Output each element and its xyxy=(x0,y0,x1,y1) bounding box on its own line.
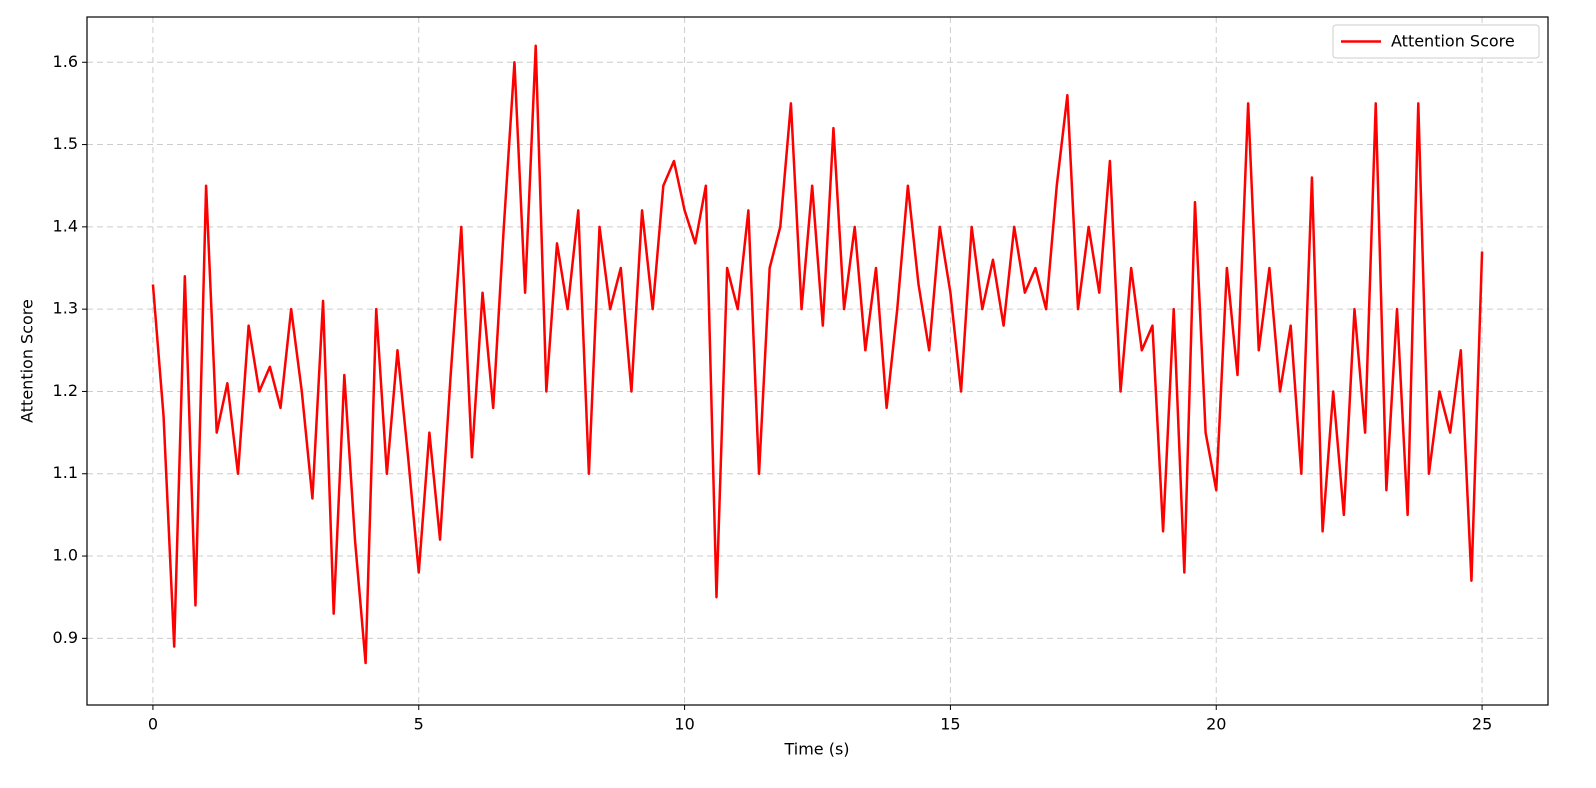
x-axis-label: Time (s) xyxy=(783,740,849,759)
y-tick-label: 1.4 xyxy=(53,216,78,235)
y-tick-label: 0.9 xyxy=(53,628,78,647)
x-tick-label: 25 xyxy=(1472,715,1492,734)
x-tick-label: 10 xyxy=(674,715,694,734)
y-tick-label: 1.1 xyxy=(53,463,78,482)
y-axis-label: Attention Score xyxy=(18,299,37,423)
x-tick-label: 5 xyxy=(414,715,424,734)
plot-frame xyxy=(86,16,1549,706)
x-tick-label: 20 xyxy=(1206,715,1226,734)
data-line xyxy=(151,44,1484,665)
y-tick-label: 1.0 xyxy=(53,546,78,565)
y-tick-label: 1.2 xyxy=(53,381,78,400)
x-tick-label: 15 xyxy=(940,715,960,734)
legend-box xyxy=(1332,24,1540,59)
x-tick-label: 0 xyxy=(148,715,158,734)
y-tick-label: 1.5 xyxy=(53,134,78,153)
legend-label: Attention Score xyxy=(1391,32,1515,51)
y-tick-label: 1.3 xyxy=(53,299,78,318)
y-tick-label: 1.6 xyxy=(53,52,78,71)
